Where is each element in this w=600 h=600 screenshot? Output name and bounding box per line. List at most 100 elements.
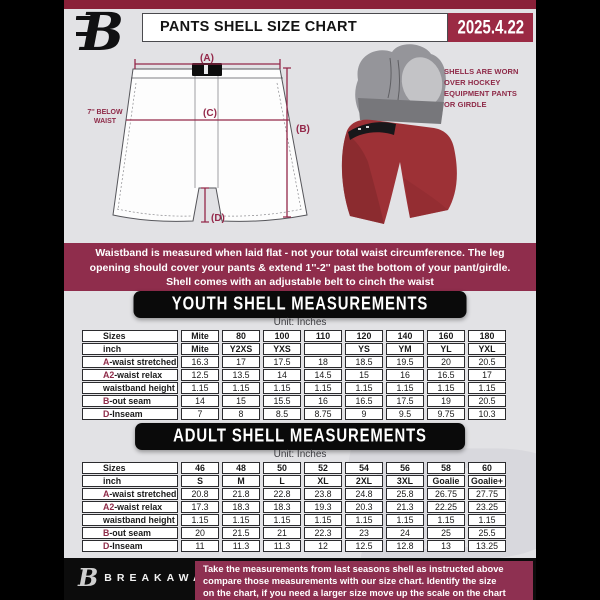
adult-unit-label: Unit: Inches: [273, 449, 327, 460]
table-cell: 9.75: [427, 408, 465, 420]
row-label: waistband height: [82, 382, 178, 394]
row-label: D-Inseam: [82, 540, 178, 552]
table-cell: 1.15: [304, 514, 342, 526]
table-cell: 18.3: [222, 501, 260, 513]
table-cell: 1.15: [386, 514, 424, 526]
table-cell: 1.15: [181, 514, 219, 526]
text-line: OVER HOCKEY: [444, 78, 501, 87]
table-cell: 1.15: [304, 382, 342, 394]
table-row: B-out seam 14 15 15.5 16 16.5 17.5 19 20.5: [82, 395, 506, 407]
table-cell: Goalie: [427, 475, 465, 487]
label-c: (C): [203, 108, 217, 119]
table-cell: 46: [181, 462, 219, 474]
table-row: waistband height 1.15 1.15 1.15 1.15 1.15 1.15…: [82, 514, 506, 526]
table-cell: 18.5: [345, 356, 383, 368]
table-cell: 12.5: [181, 369, 219, 381]
table-cell: 21.8: [222, 488, 260, 500]
table-cell: 8.5: [263, 408, 301, 420]
footer-brand-name: BREAKAWAY: [104, 571, 217, 584]
table-cell: 13.5: [222, 369, 260, 381]
row-label: Sizes: [82, 462, 178, 474]
table-cell: 1.15: [468, 514, 506, 526]
table-cell: 11: [181, 540, 219, 552]
table-row: inch S M L XL 2XL 3XL Goalie Goalie+: [82, 475, 506, 487]
table-cell: 80: [222, 330, 260, 342]
table-cell: 12: [304, 540, 342, 552]
table-cell: 58: [427, 462, 465, 474]
footer-brand-logo: B BREAKAWAY: [78, 563, 212, 595]
footer-instructions: Take the measurements from last seasons …: [195, 561, 533, 600]
table-cell: 48: [222, 462, 260, 474]
table-cell: 1.15: [181, 382, 219, 394]
table-cell: 54: [345, 462, 383, 474]
table-cell: 17: [468, 369, 506, 381]
table-cell: 9: [345, 408, 383, 420]
table-row: Sizes 46 48 50 52 54 56 58 60: [82, 462, 506, 474]
table-cell: 13: [427, 540, 465, 552]
table-cell: 18: [304, 356, 342, 368]
table-cell: Mite: [181, 330, 219, 342]
date-badge: 2025.4.22: [448, 13, 533, 42]
text-line: opening should cover your pants & extend…: [89, 261, 511, 274]
table-row: inch Mite Y2XS YXS YS YM YL YXL: [82, 343, 506, 355]
row-label: inch: [82, 475, 178, 487]
table-cell: 1.15: [427, 514, 465, 526]
pants-outline: [112, 68, 308, 222]
table-cell: 160: [427, 330, 465, 342]
table-cell: 16.5: [345, 395, 383, 407]
table-cell: 20.8: [181, 488, 219, 500]
table-cell: YXS: [263, 343, 301, 355]
table-row: Sizes Mite 80 100 110 120 140 160 180: [82, 330, 506, 342]
footer-bar: B BREAKAWAY Take the measurements from la…: [64, 558, 536, 600]
table-cell: 16: [304, 395, 342, 407]
adult-section-heading: ADULT SHELL MEASUREMENTS: [135, 423, 465, 450]
label-b: (B): [296, 124, 310, 135]
table-cell: 23: [345, 527, 383, 539]
row-label: Sizes: [82, 330, 178, 342]
table-cell: YS: [345, 343, 383, 355]
label-d: (D): [211, 213, 225, 224]
table-cell: 26.75: [427, 488, 465, 500]
table-cell: 12.8: [386, 540, 424, 552]
row-label: A-waist stretched: [82, 356, 178, 368]
text-line: on the chart, if you need a larger size …: [203, 588, 506, 599]
table-cell: 19: [427, 395, 465, 407]
table-cell: 25: [427, 527, 465, 539]
table-cell: 52: [304, 462, 342, 474]
table-cell: 24: [386, 527, 424, 539]
row-label-prefix: A: [103, 357, 110, 367]
text-line: OR GIRDLE: [444, 100, 487, 109]
row-label: B-out seam: [82, 395, 178, 407]
table-row: D-Inseam 11 11.3 11.3 12 12.5 12.8 13 13.25: [82, 540, 506, 552]
table-cell: 21: [263, 527, 301, 539]
table-cell: 17.5: [263, 356, 301, 368]
table-row: D-Inseam 7 8 8.5 8.75 9 9.5 9.75 10.3: [82, 408, 506, 420]
footer-logo-icon: B: [78, 563, 99, 592]
table-cell: 10.3: [468, 408, 506, 420]
row-label: A-waist stretched: [82, 488, 178, 500]
table-row: B-out seam 20 21.5 21 22.3 23 24 25 25.5: [82, 527, 506, 539]
top-accent-strip: [64, 0, 536, 9]
table-cell: YXL: [468, 343, 506, 355]
table-cell: 25.8: [386, 488, 424, 500]
table-cell: 110: [304, 330, 342, 342]
table-cell: 100: [263, 330, 301, 342]
below-waist-label: 7'' BELOW WAIST: [78, 108, 132, 126]
label-a: (A): [200, 53, 214, 64]
row-label-prefix: B: [103, 528, 110, 538]
table-cell: 180: [468, 330, 506, 342]
table-cell: 140: [386, 330, 424, 342]
pants-measurement-diagram: (A) (B) (C) (D): [112, 53, 310, 224]
table-cell: 2XL: [345, 475, 383, 487]
youth-section-heading: YOUTH SHELL MEASUREMENTS: [133, 291, 467, 318]
table-cell: 17.3: [181, 501, 219, 513]
youth-heading-text: YOUTH SHELL MEASUREMENTS: [171, 294, 429, 314]
table-cell: 15: [345, 369, 383, 381]
table-cell: 8.75: [304, 408, 342, 420]
table-cell: 11.3: [263, 540, 301, 552]
table-cell: 15.5: [263, 395, 301, 407]
row-label: D-Inseam: [82, 408, 178, 420]
table-cell: 19.3: [304, 501, 342, 513]
table-cell: Mite: [181, 343, 219, 355]
breakaway-logo-icon: B: [76, 4, 124, 60]
